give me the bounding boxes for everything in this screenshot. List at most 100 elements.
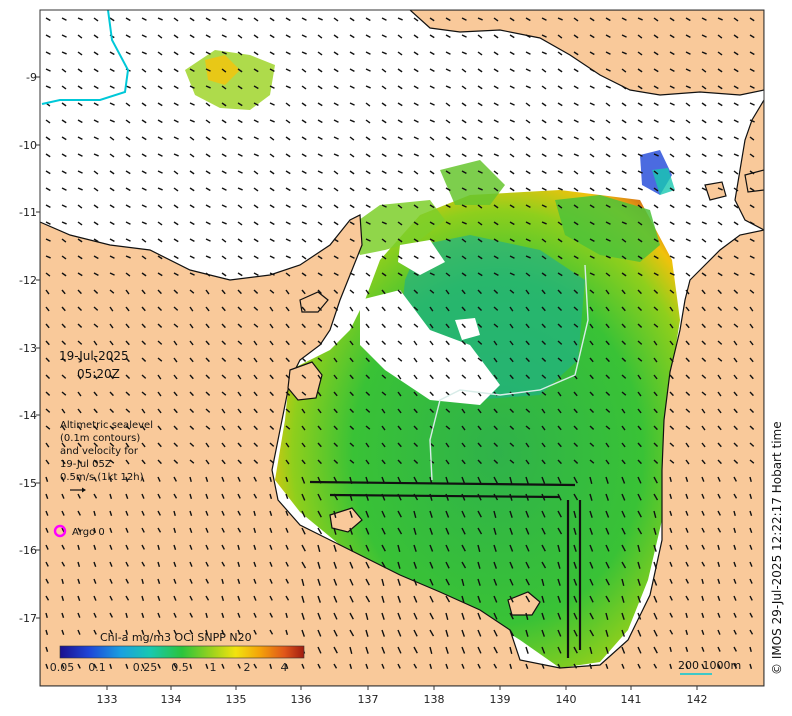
velocity-arrow: [397, 17, 403, 21]
velocity-arrow: [333, 34, 339, 39]
velocity-arrow: [637, 442, 642, 448]
velocity-arrow: [589, 272, 595, 276]
velocity-arrow: [301, 221, 307, 225]
velocity-arrow: [285, 68, 291, 72]
velocity-arrow: [621, 153, 627, 158]
velocity-arrow: [237, 578, 241, 584]
velocity-arrow: [269, 272, 275, 276]
argo-float-marker[interactable]: [53, 524, 67, 538]
velocity-arrow: [685, 306, 690, 312]
velocity-arrow: [525, 204, 531, 208]
velocity-arrow: [77, 510, 81, 516]
velocity-arrow: [525, 85, 531, 89]
velocity-arrow: [109, 408, 115, 414]
velocity-arrow: [349, 306, 354, 312]
velocity-arrow: [589, 391, 594, 397]
velocity-arrow: [445, 646, 449, 654]
velocity-arrow: [189, 119, 195, 123]
velocity-arrow: [61, 51, 67, 55]
velocity-arrow: [349, 408, 355, 414]
velocity-arrow: [429, 34, 435, 39]
velocity-arrow: [669, 646, 672, 653]
velocity-arrow: [477, 17, 483, 21]
velocity-arrow: [61, 136, 67, 141]
velocity-arrow: [525, 459, 530, 465]
velocity-arrow: [61, 68, 67, 73]
velocity-arrow: [269, 255, 275, 259]
cloud-gaps: [360, 240, 500, 405]
velocity-arrow: [413, 85, 419, 90]
velocity-arrow: [221, 255, 227, 260]
velocity-arrow: [573, 561, 577, 569]
velocity-arrow: [141, 238, 147, 243]
velocity-arrow: [493, 17, 499, 22]
velocity-arrow: [477, 663, 481, 669]
velocity-arrow: [205, 391, 211, 396]
velocity-arrow: [45, 493, 49, 499]
velocity-arrow: [749, 476, 752, 483]
velocity-arrow: [653, 34, 659, 39]
velocity-arrow: [589, 204, 595, 209]
velocity-arrow: [141, 153, 147, 158]
velocity-arrow: [61, 119, 67, 124]
velocity-arrow: [173, 510, 176, 517]
velocity-arrow: [493, 459, 499, 464]
velocity-arrow: [173, 561, 177, 567]
velocity-arrow: [237, 459, 242, 465]
velocity-arrow: [557, 289, 562, 295]
velocity-arrow: [621, 119, 627, 124]
x-tick-label: 134: [161, 693, 182, 706]
velocity-arrow: [269, 204, 275, 209]
velocity-arrow: [653, 255, 659, 260]
velocity-arrow: [493, 544, 497, 552]
velocity-arrow: [285, 595, 290, 601]
velocity-arrow: [189, 629, 194, 635]
velocity-arrow: [477, 476, 482, 484]
velocity-arrow: [301, 663, 305, 669]
velocity-arrow: [269, 612, 273, 618]
velocity-arrow: [205, 187, 211, 192]
velocity-arrow: [237, 544, 240, 551]
velocity-arrow: [125, 34, 131, 38]
velocity-arrow: [429, 595, 434, 603]
velocity-arrow: [749, 391, 754, 397]
velocity-arrow: [141, 85, 147, 90]
velocity-arrow: [93, 544, 97, 550]
velocity-arrow: [701, 646, 705, 652]
velocity-arrow: [397, 34, 403, 39]
velocity-arrow: [109, 68, 115, 72]
velocity-arrow: [141, 272, 147, 277]
legend-line-3: and velocity for: [60, 446, 139, 457]
velocity-arrow: [429, 374, 434, 380]
velocity-arrow: [45, 289, 50, 295]
velocity-arrow: [349, 51, 355, 56]
velocity-arrow: [349, 204, 355, 209]
velocity-arrow: [349, 272, 355, 276]
velocity-arrow: [621, 374, 627, 379]
velocity-arrow: [317, 374, 322, 380]
velocity-arrow: [205, 442, 210, 448]
velocity-arrow: [397, 204, 403, 209]
velocity-arrow: [77, 612, 81, 618]
velocity-arrow: [173, 629, 177, 635]
velocity-arrow: [333, 17, 339, 22]
velocity-arrow: [269, 374, 274, 380]
velocity-arrow: [285, 425, 291, 430]
velocity-arrow: [253, 561, 257, 567]
velocity-arrow: [221, 85, 227, 90]
velocity-arrow: [557, 374, 562, 380]
velocity-arrow: [205, 306, 210, 312]
velocity-arrow: [381, 595, 385, 603]
velocity-arrow: [125, 51, 131, 55]
velocity-arrow: [301, 68, 307, 73]
velocity-arrow: [557, 136, 563, 140]
velocity-arrow: [365, 306, 370, 312]
velocity-arrow: [349, 544, 354, 552]
velocity-arrow: [381, 238, 387, 243]
velocity-arrow: [525, 187, 531, 192]
velocity-arrow: [173, 544, 177, 550]
velocity-arrow: [653, 119, 659, 123]
velocity-arrow: [493, 102, 499, 106]
velocity-arrow: [445, 102, 451, 107]
velocity-arrow: [589, 374, 594, 380]
